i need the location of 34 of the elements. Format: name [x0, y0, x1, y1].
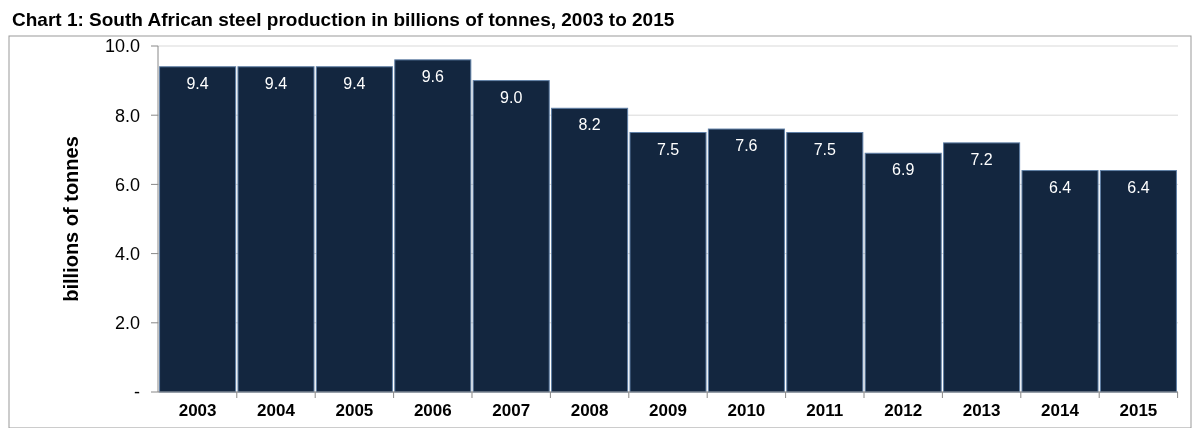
x-tick-label: 2015 — [1119, 401, 1158, 420]
data-label: 9.6 — [421, 67, 445, 85]
data-label: 9.4 — [343, 74, 366, 92]
x-tick-label: 2003 — [178, 401, 217, 420]
data-label: 6.9 — [892, 161, 915, 179]
y-tick-label: - — [134, 382, 140, 403]
data-label: 9.4 — [264, 74, 288, 92]
y-tick-label: 8.0 — [114, 105, 140, 126]
x-tick-label: 2006 — [413, 401, 452, 420]
data-label: 7.5 — [656, 140, 680, 158]
x-tick-label: 2014 — [1041, 401, 1080, 420]
x-tick-label: 2005 — [335, 401, 374, 420]
data-label: 9.4 — [186, 74, 209, 92]
x-tick-label: 2010 — [727, 401, 766, 420]
x-tick-label: 2013 — [962, 401, 1001, 420]
x-tick-label: 2007 — [492, 401, 531, 420]
data-label: 6.4 — [1127, 178, 1150, 196]
y-tick-label: 10.0 — [104, 36, 140, 57]
data-label: 7.5 — [813, 140, 837, 158]
x-tick-label: 2009 — [649, 401, 687, 420]
y-tick-label: 4.0 — [114, 243, 140, 264]
data-label: 7.2 — [970, 150, 993, 168]
x-tick-label: 2008 — [570, 401, 609, 420]
y-tick-label: 2.0 — [114, 313, 140, 334]
data-label: 6.4 — [1048, 178, 1072, 196]
y-axis-title: billions of tonnes — [60, 136, 82, 302]
x-tick-label: 2004 — [257, 401, 296, 420]
data-label: 8.2 — [578, 116, 601, 134]
y-tick-label: 6.0 — [114, 174, 140, 195]
data-label: 9.0 — [500, 88, 523, 106]
chart-title: Chart 1: South African steel production in billions of tonnes, 2003 to 2015 — [12, 9, 675, 30]
x-tick-label: 2012 — [884, 401, 923, 420]
data-label: 7.6 — [735, 137, 758, 155]
x-tick-label: 2011 — [806, 401, 844, 420]
